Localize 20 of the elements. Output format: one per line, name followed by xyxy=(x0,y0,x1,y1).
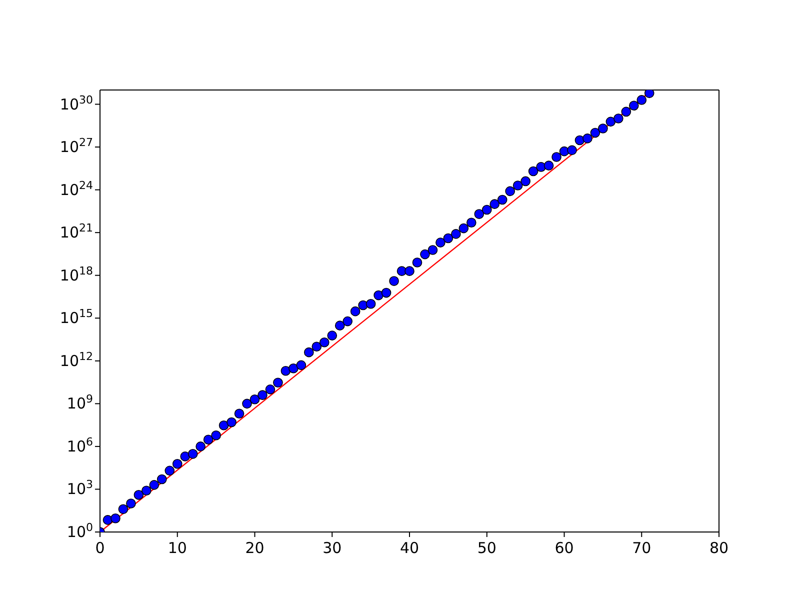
y-tick-label: 10$^{30}$ xyxy=(60,92,93,114)
x-tick-label: 80 xyxy=(709,539,729,557)
x-tick-label: 30 xyxy=(322,539,342,557)
x-tick-label: 70 xyxy=(632,539,652,557)
y-tick-label: 10$^{24}$ xyxy=(60,178,93,199)
x-tick-label: 20 xyxy=(245,539,264,557)
y-tick-label: 10$^{21}$ xyxy=(60,221,93,242)
x-tick-label: 0 xyxy=(95,539,105,557)
x-tick-label: 50 xyxy=(477,539,496,557)
y-tick-label: 10$^{15}$ xyxy=(60,306,93,328)
x-tick-label: 10 xyxy=(168,539,187,557)
y-tick-label: 10$^{27}$ xyxy=(60,136,93,156)
y-tick-label: 10$^{0}$ xyxy=(66,520,93,541)
y-tick-label: 10$^{6}$ xyxy=(66,434,93,456)
y-tick-label: 10$^{18}$ xyxy=(60,264,93,284)
x-tick-label: 40 xyxy=(400,539,420,557)
x-tick-label: 60 xyxy=(554,539,574,557)
y-tick-label: 10$^{12}$ xyxy=(60,349,93,370)
y-tick-label: 10$^{3}$ xyxy=(66,478,93,498)
y-tick-label: 10$^{9}$ xyxy=(66,392,93,413)
